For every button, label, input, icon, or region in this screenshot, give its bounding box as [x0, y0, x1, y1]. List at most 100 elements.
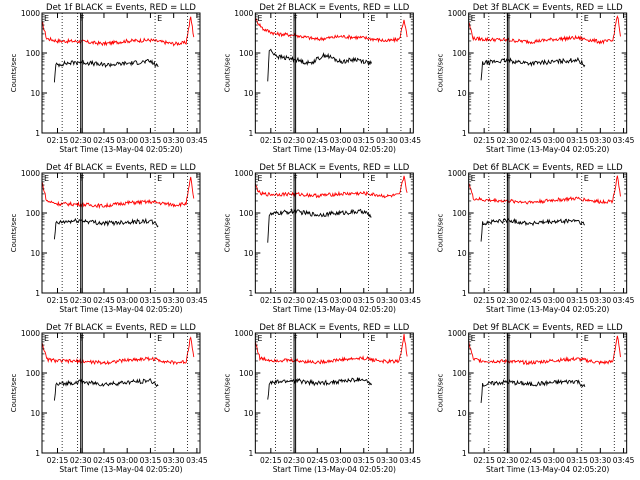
series-line-lld [41, 176, 195, 210]
marker-f-2: F [506, 334, 511, 343]
x-tick-label: 03:15 [566, 296, 588, 305]
y-tick-label: 100 [239, 209, 254, 218]
marker-f-2: F [506, 174, 511, 183]
x-tick-label: 03:15 [140, 296, 162, 305]
y-axis-label: Counts/sec [437, 374, 445, 413]
series-line-lld [41, 16, 195, 47]
x-tick-label: 02:15 [473, 136, 495, 145]
y-tick-label: 1 [249, 289, 254, 298]
x-tick-label: 03:45 [399, 456, 421, 465]
y-tick-label: 1 [249, 129, 254, 138]
x-tick-label: 02:45 [306, 456, 328, 465]
series-line-lld [468, 175, 621, 205]
y-tick-label: 100 [26, 209, 41, 218]
marker-e-3: E [370, 334, 375, 343]
x-tick-label: 03:00 [116, 456, 138, 465]
x-tick-label: 02:15 [473, 296, 495, 305]
x-tick-label: 03:00 [116, 136, 138, 145]
x-tick-label: 03:00 [330, 136, 352, 145]
series-line-events [480, 56, 586, 81]
y-tick-label: 1 [35, 289, 40, 298]
marker-e-1: E [257, 334, 262, 343]
x-tick-label: 02:15 [47, 136, 69, 145]
series-line-lld [254, 175, 408, 199]
x-tick-label: 03:30 [590, 296, 612, 305]
marker-e-3: E [584, 14, 589, 23]
x-tick-label: 02:30 [497, 296, 519, 305]
y-axis-label: Counts/sec [223, 374, 231, 413]
marker-f-2: F [80, 174, 85, 183]
y-tick-label: 1 [462, 289, 467, 298]
x-tick-label: 02:30 [283, 136, 305, 145]
marker-e-1: E [471, 174, 476, 183]
y-tick-label: 100 [452, 369, 467, 378]
plot-frame [254, 12, 414, 134]
y-tick-label: 10 [457, 249, 467, 258]
marker-e-3: E [584, 334, 589, 343]
marker-e-3: E [157, 14, 162, 23]
y-tick-label: 10 [457, 89, 467, 98]
x-tick-label: 02:15 [260, 456, 282, 465]
y-tick-label: 1 [35, 129, 40, 138]
series-line-events [480, 217, 586, 242]
chart-title: Det 5f BLACK = Events, RED = LLD [259, 163, 409, 173]
y-tick-label: 1000 [21, 9, 40, 18]
chart-title: Det 7f BLACK = Events, RED = LLD [46, 323, 196, 333]
series-line-lld [41, 336, 195, 366]
marker-f-2: F [506, 14, 511, 23]
x-tick-label: 03:45 [186, 456, 208, 465]
x-tick-label: 03:45 [613, 136, 635, 145]
x-tick-label: 03:45 [399, 296, 421, 305]
plot-frame [254, 332, 414, 454]
y-axis-label: Counts/sec [437, 54, 445, 93]
x-tick-label: 03:15 [353, 456, 375, 465]
marker-e-1: E [471, 14, 476, 23]
y-tick-label: 1 [462, 449, 467, 458]
x-tick-label: 02:45 [520, 136, 542, 145]
x-axis-label: Start Time (13-May-04 02:05:20) [59, 465, 182, 474]
x-tick-label: 02:15 [260, 136, 282, 145]
marker-e-3: E [157, 174, 162, 183]
plot-frame [468, 172, 628, 294]
marker-e-3: E [370, 174, 375, 183]
marker-e-3: E [157, 334, 162, 343]
y-tick-label: 1000 [21, 169, 40, 178]
chart-title: Det 6f BLACK = Events, RED = LLD [473, 163, 623, 173]
series-line-events [53, 59, 159, 83]
x-tick-label: 03:45 [186, 136, 208, 145]
x-tick-label: 03:45 [399, 136, 421, 145]
series-line-lld [254, 18, 408, 44]
y-tick-label: 10 [30, 409, 40, 418]
x-tick-label: 02:30 [283, 296, 305, 305]
x-axis-label: Start Time (13-May-04 02:05:20) [486, 145, 609, 154]
y-tick-label: 10 [30, 249, 40, 258]
plot-frame [41, 12, 201, 134]
y-tick-label: 1000 [448, 9, 467, 18]
y-tick-label: 1000 [234, 329, 253, 338]
x-tick-label: 03:15 [140, 456, 162, 465]
x-tick-label: 02:45 [93, 456, 115, 465]
y-tick-label: 1 [462, 129, 467, 138]
x-tick-label: 03:30 [376, 296, 398, 305]
y-tick-label: 10 [244, 89, 254, 98]
y-tick-label: 1000 [234, 9, 253, 18]
marker-f-2: F [80, 14, 85, 23]
x-tick-label: 02:15 [260, 296, 282, 305]
x-axis-label: Start Time (13-May-04 02:05:20) [273, 305, 396, 314]
x-tick-label: 03:00 [543, 296, 565, 305]
y-tick-label: 100 [26, 49, 41, 58]
x-tick-label: 02:45 [93, 296, 115, 305]
x-tick-label: 03:00 [543, 456, 565, 465]
x-axis-label: Start Time (13-May-04 02:05:20) [59, 305, 182, 314]
x-tick-label: 02:30 [497, 136, 519, 145]
chart-title: Det 1f BLACK = Events, RED = LLD [46, 3, 196, 13]
y-tick-label: 10 [30, 89, 40, 98]
x-tick-label: 02:15 [47, 296, 69, 305]
x-tick-label: 02:45 [306, 136, 328, 145]
